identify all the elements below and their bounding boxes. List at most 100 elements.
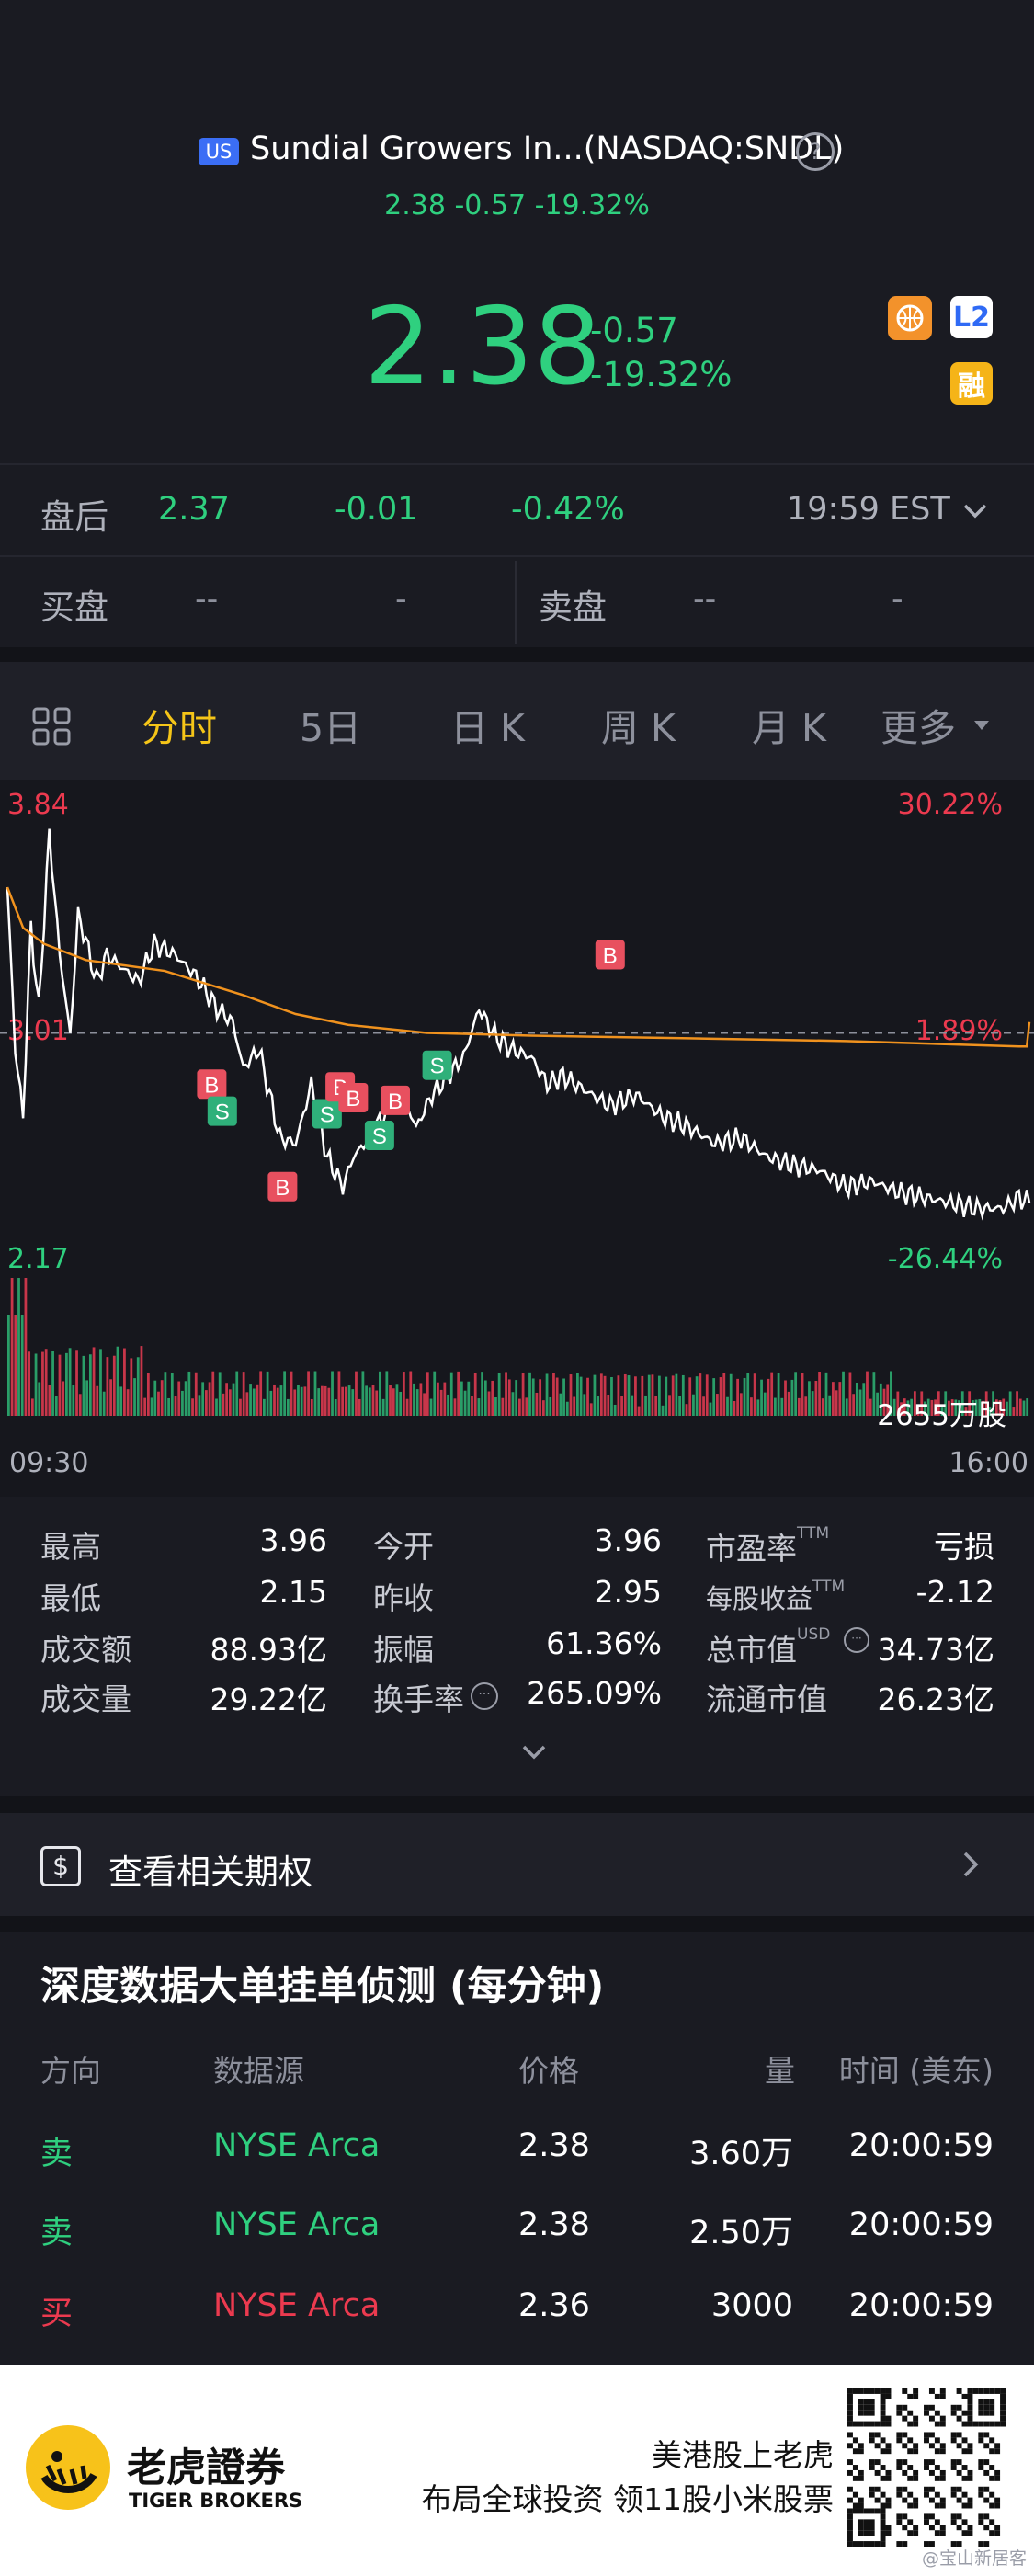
- volume-bar: [665, 1376, 668, 1416]
- volume-bar: [780, 1397, 784, 1416]
- volume-bar: [984, 1391, 988, 1416]
- buy-marker[interactable]: B: [595, 940, 625, 970]
- volume-bar: [994, 1399, 998, 1416]
- volume-bar: [896, 1391, 900, 1416]
- caret-down-icon[interactable]: [972, 719, 991, 732]
- volume-bar: [368, 1387, 371, 1416]
- svg-text:B: B: [388, 1089, 403, 1114]
- stat-prev-close-label: 昨收: [373, 1580, 434, 1616]
- volume-bar: [998, 1400, 1002, 1416]
- volume-bar: [399, 1391, 403, 1416]
- intraday-price-chart[interactable]: BBSBSBBSBS: [0, 809, 1034, 1269]
- volume-bar: [460, 1381, 463, 1416]
- tab-intraday[interactable]: 分时: [142, 706, 217, 750]
- y-high-label: 3.84: [7, 789, 69, 821]
- margin-badge[interactable]: 融: [950, 362, 993, 405]
- stat-float-mcap-label: 流通市值: [706, 1681, 827, 1717]
- volume-bar: [167, 1397, 170, 1416]
- volume-bar: [99, 1349, 102, 1416]
- volume-bar: [429, 1398, 433, 1416]
- watermark: @宝山新居客: [921, 2548, 1027, 2569]
- volume-bar: [767, 1378, 770, 1416]
- volume-bar: [109, 1379, 112, 1416]
- basketball-icon[interactable]: [888, 296, 932, 340]
- volume-bar: [491, 1380, 494, 1416]
- chevron-down-icon[interactable]: [961, 502, 989, 520]
- volume-bar: [449, 1372, 453, 1416]
- options-link[interactable]: $ 查看相关期权: [0, 1813, 1034, 1916]
- volume-bar: [85, 1380, 89, 1416]
- expand-chevron-icon[interactable]: [520, 1743, 548, 1761]
- volume-bar: [327, 1387, 331, 1416]
- ask-size: -: [892, 581, 903, 618]
- volume-bar: [685, 1404, 688, 1416]
- level2-badge[interactable]: L2: [950, 296, 993, 338]
- stock-name[interactable]: Sundial Growers In...(NASDAQ:SNDL): [250, 131, 845, 167]
- stat-mcap-label-text: 总市值: [706, 1632, 797, 1668]
- volume-bar: [892, 1398, 896, 1416]
- volume-bar: [842, 1371, 845, 1416]
- volume-bar: [160, 1380, 164, 1416]
- volume-bar: [321, 1385, 324, 1416]
- tab-more[interactable]: 更多: [881, 706, 956, 750]
- volume-bar: [41, 1351, 44, 1416]
- volume-bar: [402, 1372, 405, 1416]
- volume-bar: [245, 1392, 249, 1416]
- volume-bar: [760, 1379, 763, 1416]
- sell-marker[interactable]: S: [312, 1099, 342, 1129]
- info-dots-icon[interactable]: ···: [471, 1682, 498, 1710]
- buy-marker[interactable]: B: [338, 1082, 369, 1112]
- buy-marker[interactable]: B: [197, 1069, 227, 1100]
- sell-marker[interactable]: S: [422, 1050, 452, 1080]
- last-price: 2.38: [364, 285, 602, 409]
- market-badge: US: [199, 138, 239, 165]
- order-price: 2.38: [518, 2127, 590, 2164]
- volume-bar: [123, 1348, 126, 1416]
- y-mid-label: 3.01: [7, 1015, 69, 1047]
- ask-price: --: [693, 581, 717, 618]
- volume-bar: [722, 1373, 726, 1416]
- layout-grid-icon[interactable]: [31, 706, 72, 747]
- info-dots-icon[interactable]: ···: [844, 1627, 869, 1653]
- average-price-line: [6, 886, 1031, 1048]
- volume-bar: [379, 1371, 381, 1416]
- volume-bar: [14, 1315, 17, 1416]
- volume-bar: [82, 1355, 85, 1416]
- volume-bar: [617, 1375, 620, 1416]
- volume-bar: [814, 1380, 818, 1416]
- help-icon[interactable]: ?: [796, 132, 835, 171]
- volume-bar: [235, 1371, 239, 1416]
- volume-bar: [249, 1384, 252, 1416]
- sell-marker[interactable]: S: [207, 1096, 237, 1126]
- volume-bar: [389, 1385, 392, 1416]
- volume-bar: [358, 1398, 361, 1416]
- volume-bar: [256, 1384, 259, 1416]
- ask-label: 卖盘: [539, 587, 607, 627]
- tab-5day[interactable]: 5日: [300, 706, 362, 750]
- volume-bar: [439, 1389, 443, 1416]
- after-hours-time[interactable]: 19:59 EST: [787, 491, 950, 528]
- svg-text:S: S: [372, 1124, 387, 1149]
- volume-bar: [968, 1391, 972, 1416]
- tab-monthly-k[interactable]: 月 K: [752, 706, 826, 750]
- volume-bar: [96, 1385, 99, 1416]
- volume-bar: [541, 1400, 545, 1416]
- volume-bar: [565, 1401, 569, 1416]
- volume-bar: [589, 1403, 593, 1416]
- volume-bar: [279, 1385, 283, 1416]
- volume-bar: [736, 1378, 740, 1416]
- sell-marker[interactable]: S: [364, 1121, 394, 1151]
- volume-bar: [511, 1392, 515, 1416]
- brand-en: TIGER BROKERS: [129, 2490, 303, 2512]
- volume-bar: [7, 1315, 10, 1416]
- buy-marker[interactable]: B: [267, 1171, 298, 1202]
- volume-bar: [787, 1391, 790, 1416]
- volume-bar: [705, 1374, 709, 1416]
- stat-low: 2.15: [259, 1574, 327, 1610]
- volume-bar: [715, 1394, 719, 1416]
- tab-weekly-k[interactable]: 周 K: [601, 706, 676, 750]
- volume-bar: [259, 1371, 263, 1416]
- volume-bar: [876, 1392, 879, 1416]
- buy-marker[interactable]: B: [380, 1085, 410, 1115]
- tab-daily-k[interactable]: 日 K: [450, 706, 525, 750]
